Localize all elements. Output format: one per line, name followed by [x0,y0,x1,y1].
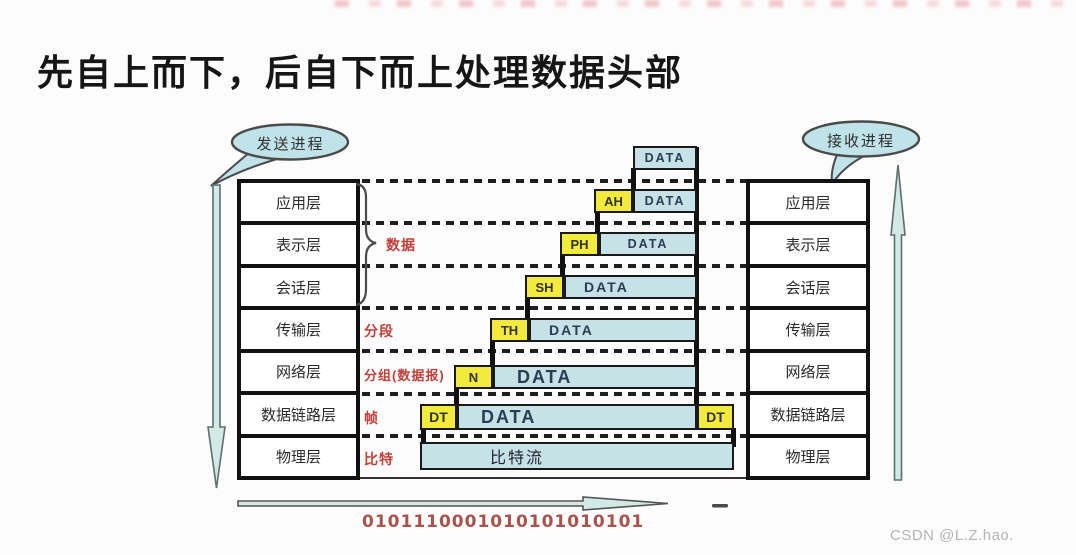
layer-presentation: 表示层 [241,221,356,263]
layer-physical: 物理层 [241,433,356,476]
header-box-dt: DT [420,404,457,430]
header-box-th: TH [490,318,529,342]
layer-network: 网络层 [750,348,866,391]
layer-boundary-dash [362,434,746,438]
receiver-layer-stack: 应用层 表示层 会话层 传输层 网络层 数据链路层 物理层 [746,179,870,480]
pdu-label-bit: 比特 [364,451,394,467]
up-arrow [890,164,906,481]
pdu-label-data: 数据 [386,237,416,253]
send-process-bubble [210,123,350,187]
cascade-connector [731,428,736,447]
bitstring-text: 0101110001010101010101 [362,512,645,532]
header-box-ph: PH [560,232,599,256]
pdu-label-segment: 分段 [364,323,394,339]
cascade-connector [490,340,495,370]
send-process-label: 发送进程 [256,136,325,153]
data-box: DATA [493,365,697,389]
layer-boundary-dash [362,221,746,225]
data-box: DATA [564,275,697,299]
header-box-n: N [454,365,493,389]
receive-process-bubble [801,120,921,187]
layer-datalink: 数据链路层 [750,391,866,433]
cascade-connector [560,254,565,280]
pdu-label-packet: 分组(数据报) [364,368,445,383]
cascade-connector [525,296,530,323]
receive-process-label: 接收进程 [826,133,895,150]
data-box: DATA [529,318,697,342]
data-box: DATA [457,404,697,430]
layer-application: 应用层 [275,194,321,212]
layer-presentation: 表示层 [750,221,866,263]
layer-network: 网络层 [241,348,356,391]
cascade-connector [595,211,600,237]
csdn-watermark: CSDN @L.Z.hao. [890,527,1014,544]
layer-boundary-dash [362,179,746,183]
header-box-sh: SH [525,275,564,299]
cropped-text-remnant [335,0,1075,7]
page-title: 先自上而下，后自下而上处理数据头部 [37,52,684,93]
data-box: DATA [599,232,697,256]
upper-layers-brace [355,182,377,307]
layer-transport: 传输层 [750,306,866,348]
layer-boundary-dash [362,306,746,310]
sender-layer-stack: 应用层 表示层 会话层 传输层 网络层 数据链路层 物理层 [237,179,360,480]
layer-datalink: 数据链路层 [241,391,356,433]
bitstream-box: 比特流 [420,442,734,470]
down-arrow [207,184,226,489]
bottom-boundary-line [360,477,748,479]
layer-session: 会话层 [750,263,866,306]
layer-application: 应用层 [785,194,831,212]
layer-physical: 物理层 [750,433,866,476]
layer-boundary-dash [362,392,746,396]
cascade-connector [454,387,459,409]
layer-session: 会话层 [241,263,356,306]
cascade-connector [631,168,636,194]
trailer-box-dt: DT [697,404,734,430]
layer-boundary-dash [362,349,746,353]
data-box: DATA [633,189,697,213]
cascade-connector [421,427,426,447]
pdu-label-frame: 帧 [364,410,379,426]
layer-transport: 传输层 [241,306,356,348]
transmission-arrow [237,496,728,511]
data-box: DATA [633,146,697,170]
header-box-ah: AH [594,189,633,213]
layer-boundary-dash [362,264,746,268]
